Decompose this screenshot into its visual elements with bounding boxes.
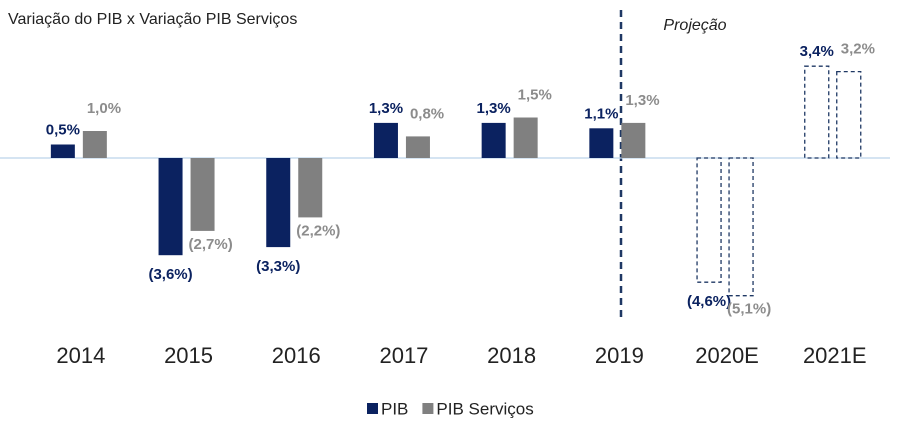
value-label: (3,3%) xyxy=(256,258,300,275)
x-tick-label: 2015 xyxy=(164,343,213,368)
bar xyxy=(158,158,183,256)
value-label: (2,7%) xyxy=(189,236,233,253)
value-label: (2,2%) xyxy=(296,222,340,239)
x-tick-label: 2017 xyxy=(379,343,428,368)
legend-swatch xyxy=(422,403,434,414)
x-tick-label: 2016 xyxy=(272,343,321,368)
bar xyxy=(266,158,291,248)
bar xyxy=(481,122,506,158)
value-label: (4,6%) xyxy=(687,293,731,310)
value-label: 3,2% xyxy=(841,41,875,58)
bar xyxy=(513,117,538,158)
x-tick-label: 2018 xyxy=(487,343,536,368)
x-tick-label: 2019 xyxy=(595,343,644,368)
legend-label: PIB xyxy=(381,399,408,418)
value-label: 1,5% xyxy=(518,86,552,103)
value-label: (3,6%) xyxy=(148,266,192,283)
bar xyxy=(373,122,398,158)
bar xyxy=(728,157,754,297)
x-tick-label: 2020E xyxy=(695,343,759,368)
value-label: 1,1% xyxy=(584,105,618,122)
legend-label: PIB Serviços xyxy=(436,399,533,418)
bar xyxy=(405,136,430,158)
bar xyxy=(589,128,614,158)
value-label: 1,0% xyxy=(87,100,121,117)
value-label: 1,3% xyxy=(625,92,659,109)
chart-title: Variação do PIB x Variação PIB Serviços xyxy=(8,11,297,28)
bar xyxy=(190,158,215,231)
legend-swatch xyxy=(367,403,378,414)
annotation: Projeção xyxy=(663,17,726,34)
value-label: 1,3% xyxy=(369,100,403,117)
value-label: 3,4% xyxy=(800,43,834,60)
bar xyxy=(82,131,107,158)
x-tick-label: 2014 xyxy=(56,343,105,368)
value-label: (5,1%) xyxy=(727,301,771,318)
value-label: 1,3% xyxy=(477,100,511,117)
bar xyxy=(696,157,722,283)
x-tick-label: 2021E xyxy=(803,343,867,368)
bar xyxy=(804,65,830,159)
bar xyxy=(621,122,646,158)
value-label: 0,5% xyxy=(46,121,80,138)
bar xyxy=(298,158,323,218)
bar xyxy=(50,144,75,158)
bar xyxy=(836,70,862,159)
value-label: 0,8% xyxy=(410,105,444,122)
